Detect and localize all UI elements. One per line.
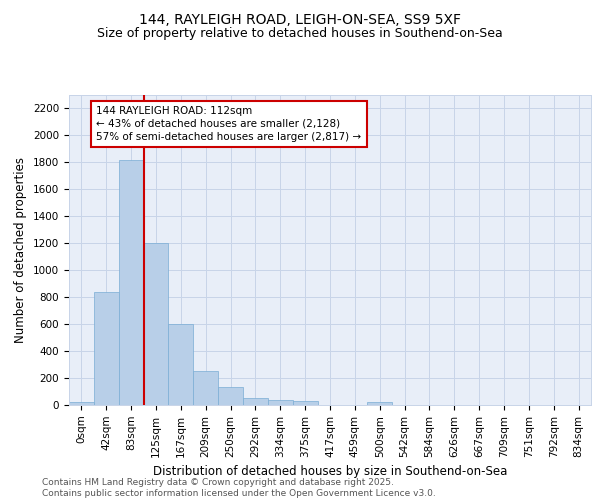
- Bar: [268, 400, 293, 405]
- Bar: [143, 244, 169, 405]
- Bar: [367, 402, 392, 405]
- Bar: [193, 370, 218, 405]
- Bar: [119, 160, 143, 405]
- X-axis label: Distribution of detached houses by size in Southend-on-Sea: Distribution of detached houses by size …: [153, 465, 507, 478]
- Bar: [69, 402, 94, 405]
- Bar: [243, 398, 268, 405]
- Text: 144 RAYLEIGH ROAD: 112sqm
← 43% of detached houses are smaller (2,128)
57% of se: 144 RAYLEIGH ROAD: 112sqm ← 43% of detac…: [97, 106, 361, 142]
- Bar: [169, 324, 193, 405]
- Text: 144, RAYLEIGH ROAD, LEIGH-ON-SEA, SS9 5XF: 144, RAYLEIGH ROAD, LEIGH-ON-SEA, SS9 5X…: [139, 12, 461, 26]
- Bar: [293, 401, 317, 405]
- Y-axis label: Number of detached properties: Number of detached properties: [14, 157, 28, 343]
- Text: Size of property relative to detached houses in Southend-on-Sea: Size of property relative to detached ho…: [97, 28, 503, 40]
- Bar: [94, 292, 119, 405]
- Text: Contains HM Land Registry data © Crown copyright and database right 2025.
Contai: Contains HM Land Registry data © Crown c…: [42, 478, 436, 498]
- Bar: [218, 388, 243, 405]
